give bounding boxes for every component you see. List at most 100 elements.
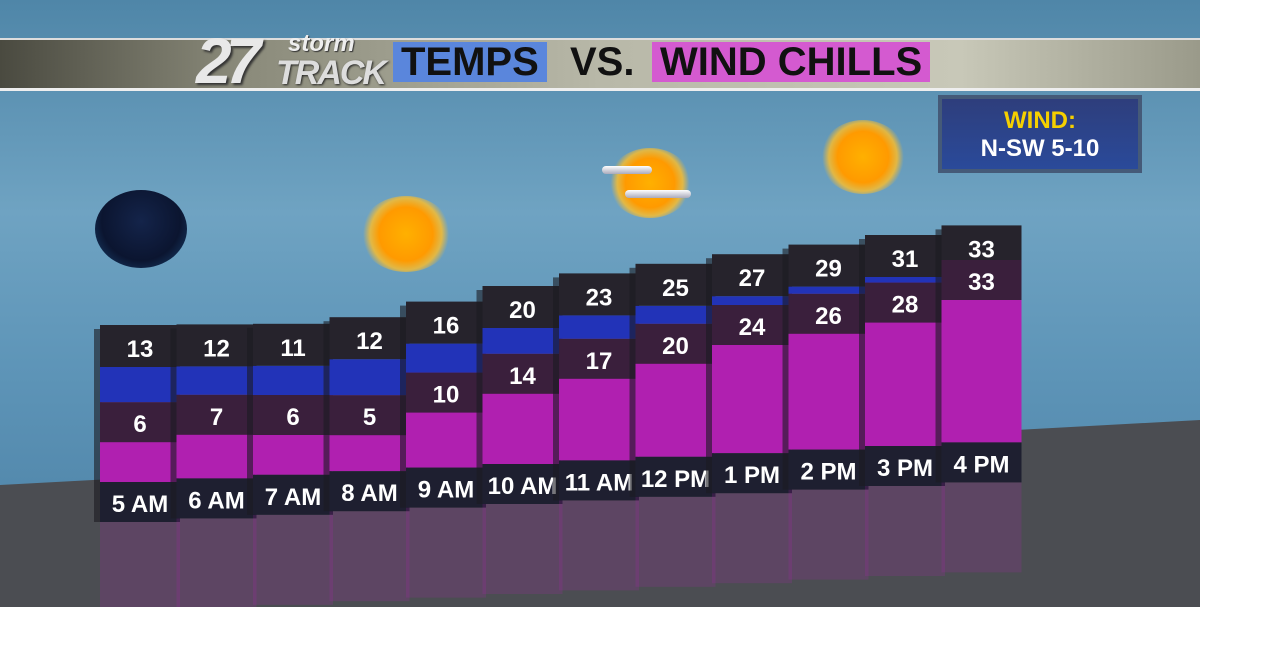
wind-chill-value-box <box>941 260 1022 300</box>
bar-reflection <box>559 500 639 591</box>
bar-reflection <box>406 507 486 598</box>
bar-side <box>629 267 638 497</box>
bar-side <box>476 290 485 504</box>
time-tick-label: 10 AM <box>488 473 558 500</box>
temp-value-box <box>482 286 563 328</box>
wind-chill-value-box <box>635 323 716 364</box>
wind-chill-value-label: 20 <box>662 333 689 360</box>
temp-value-label: 29 <box>815 256 842 283</box>
temp-bar <box>865 277 945 283</box>
temp-value-label: 23 <box>586 284 613 311</box>
bar-side <box>94 329 102 522</box>
bar-reflection <box>482 504 563 594</box>
time-label-box <box>712 453 792 494</box>
temp-value-label: 12 <box>203 335 230 362</box>
temp-value-box <box>406 301 486 344</box>
temp-value-box <box>712 254 792 297</box>
wind-chill-value-label: 17 <box>586 348 613 375</box>
temp-bar <box>176 366 257 395</box>
title-vs: VS. <box>570 40 635 84</box>
temp-value-label: 31 <box>892 246 919 273</box>
wind-chill-value-label: 6 <box>286 404 299 431</box>
bar-side <box>782 248 791 490</box>
wind-chill-value-label: 33 <box>968 269 995 296</box>
time-label-box <box>941 442 1022 483</box>
sun-icon <box>360 196 452 272</box>
bar-side <box>247 327 255 515</box>
time-label-box <box>253 474 333 515</box>
time-tick-label: 2 PM <box>800 459 856 486</box>
temp-bar <box>788 286 869 294</box>
wind-chill-value-label: 10 <box>433 382 460 409</box>
time-tick-label: 5 AM <box>112 491 168 518</box>
temp-value-label: 12 <box>356 328 383 355</box>
clear-night-icon <box>95 190 187 268</box>
time-tick-label: 11 AM <box>565 469 633 496</box>
cloud-icon <box>602 166 652 174</box>
wind-chill-value-label: 24 <box>739 314 766 341</box>
cloud-icon <box>625 190 691 198</box>
bar-reflection <box>329 511 410 602</box>
temp-value-label: 27 <box>739 265 766 292</box>
title-banner <box>0 38 1200 91</box>
time-label-box <box>865 446 945 486</box>
time-tick-label: 8 AM <box>341 480 397 507</box>
bar-side <box>859 239 867 486</box>
station-logo: 27 storm TRACK <box>196 25 387 97</box>
time-tick-label: 12 PM <box>641 466 710 493</box>
bar-reflection <box>865 486 945 576</box>
wind-chill-value-label: 14 <box>509 363 536 390</box>
temp-bar <box>406 343 486 373</box>
wind-chill-value-box <box>406 372 486 413</box>
temp-value-label: 16 <box>433 313 460 340</box>
temp-value-box <box>559 273 639 316</box>
wind-chill-value-box <box>712 305 792 345</box>
time-label-box <box>406 467 486 508</box>
time-tick-label: 1 PM <box>724 462 780 489</box>
wind-chill-value-box <box>100 402 180 443</box>
time-tick-label: 4 PM <box>953 451 1009 478</box>
temp-value-box <box>329 317 410 360</box>
wind-chill-value-box <box>559 338 639 379</box>
temp-value-box <box>788 244 869 287</box>
title-temps: TEMPS <box>393 42 547 82</box>
partly-cloudy-sun-icon <box>608 148 692 218</box>
wind-value: N-SW 5-10 <box>980 135 1100 162</box>
bar-side <box>553 277 561 501</box>
weather-graphic: 27 storm TRACK TEMPS VS. WIND CHILLS WIND:… <box>0 0 1200 607</box>
temp-bar <box>559 315 639 339</box>
temp-bar <box>253 365 333 395</box>
time-label-box <box>176 478 257 519</box>
temp-bar <box>712 296 792 305</box>
temp-value-label: 33 <box>968 236 995 263</box>
temp-bar <box>635 305 716 324</box>
temp-bar <box>329 359 410 396</box>
bar-side <box>935 229 944 483</box>
wind-chill-value-label: 6 <box>133 411 146 438</box>
temp-value-label: 20 <box>509 297 536 324</box>
wind-chill-value-box <box>788 293 869 334</box>
wind-chill-value-box <box>865 282 945 323</box>
bar-reflection <box>100 522 180 607</box>
bar-reflection <box>941 482 1022 573</box>
temp-bar <box>482 328 563 354</box>
time-label-box <box>329 471 410 512</box>
time-tick-label: 7 AM <box>265 484 321 511</box>
wind-chill-value-box <box>482 353 563 394</box>
bar-chart: 13 6 5 AM 12 7 6 AM 11 6 7 AM 12 5 8 AM 16 10 9 AM 20 14… <box>94 225 1022 607</box>
time-label-box <box>559 460 639 501</box>
temp-bar <box>100 367 180 403</box>
bar-side <box>323 321 332 512</box>
bar-side <box>706 258 714 494</box>
bar-reflection <box>712 493 792 584</box>
title-wind-chills: WIND CHILLS <box>652 42 931 82</box>
bar-side <box>400 305 408 508</box>
temp-value-label: 25 <box>662 275 689 302</box>
bar-reflection <box>635 496 716 587</box>
wind-chill-value-box <box>176 394 257 435</box>
time-label-box <box>482 464 563 504</box>
wind-chill-value-box <box>329 395 410 436</box>
time-label-box <box>635 456 716 497</box>
bar-reflection <box>253 514 333 605</box>
time-tick-label: 6 AM <box>188 487 244 514</box>
